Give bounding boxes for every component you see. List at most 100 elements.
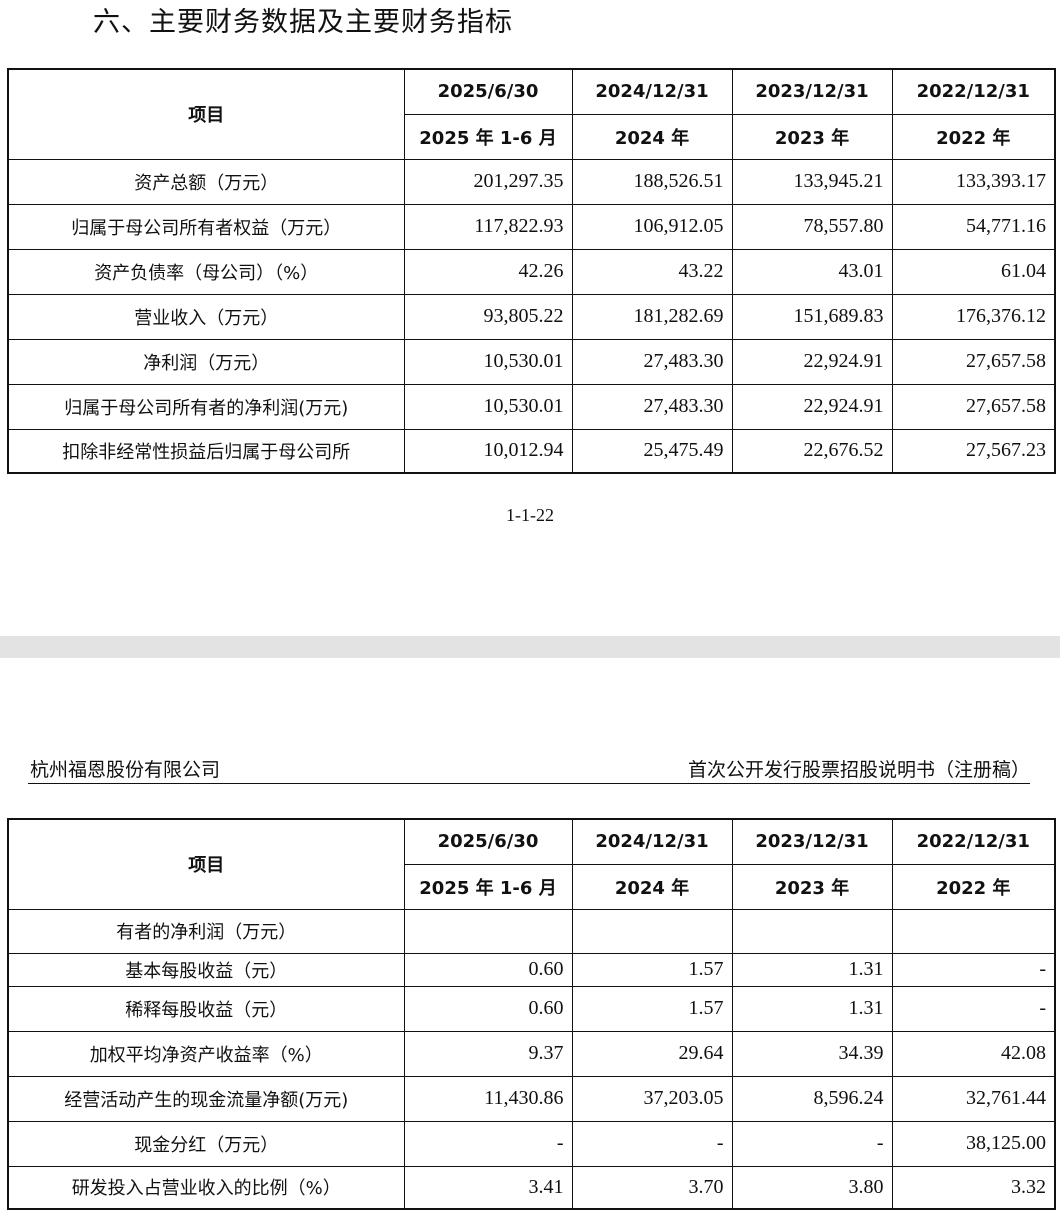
value-cell: 61.04 (891, 248, 1056, 295)
table-row: 资产负债率（母公司）（%） 42.26 43.22 43.01 61.04 (7, 248, 1056, 295)
value-cell: 37,203.05 (571, 1075, 733, 1122)
table-row: 营业收入（万元） 93,805.22 181,282.69 151,689.83 176… (7, 293, 1056, 340)
page-number: 1-1-22 (506, 505, 554, 525)
row-label: 稀释每股收益（元） (7, 985, 405, 1032)
value-cell: 10,530.01 (403, 383, 573, 430)
value-cell: 10,530.01 (403, 338, 573, 385)
table-row: 净利润（万元） 10,530.01 27,483.30 22,924.91 27,657… (7, 338, 1056, 385)
financial-table-part1: 项目 2025/6/30 2024/12/31 2023/12/31 2022/12/3… (7, 68, 1056, 474)
value-cell: 27,657.58 (891, 338, 1056, 385)
date-header: 2025/6/30 (403, 68, 573, 115)
row-label: 有者的净利润（万元） (7, 908, 405, 954)
value-cell: 43.22 (571, 248, 733, 295)
value-cell: 42.26 (403, 248, 573, 295)
row-label: 研发投入占营业收入的比例（%） (7, 1165, 405, 1210)
row-label: 净利润（万元） (7, 338, 405, 385)
value-cell: 78,557.80 (731, 203, 893, 250)
row-label: 加权平均净资产收益率（%） (7, 1030, 405, 1077)
value-cell: 8,596.24 (731, 1075, 893, 1122)
value-cell: - (571, 1120, 733, 1167)
value-cell: 133,945.21 (731, 158, 893, 205)
company-name: 杭州福恩股份有限公司 (30, 759, 221, 781)
value-cell: 27,483.30 (571, 338, 733, 385)
value-cell: 22,924.91 (731, 383, 893, 430)
header-row-periods: 2025 年 1-6 月 2024 年 2023 年 2022 年 (8, 863, 1056, 910)
value-cell: 151,689.83 (731, 293, 893, 340)
value-cell: 34.39 (731, 1030, 893, 1077)
value-cell: 1.57 (571, 952, 733, 987)
financial-table-part2: 项目 2025/6/30 2024/12/31 2023/12/31 2022/12/3… (7, 818, 1056, 1210)
value-cell: 25,475.49 (571, 428, 733, 474)
period-header: 2022 年 (891, 113, 1056, 160)
table-row: 扣除非经常性损益后归属于母公司所 10,012.94 25,475.49 22,676… (7, 428, 1056, 474)
table-row: 研发投入占营业收入的比例（%） 3.41 3.70 3.80 3.32 (7, 1165, 1056, 1210)
item-header: 项目 (7, 68, 405, 160)
document-title: 首次公开发行股票招股说明书（注册稿） (687, 759, 1030, 781)
value-cell: 29.64 (571, 1030, 733, 1077)
period-header: 2025 年 1-6 月 (403, 113, 573, 160)
value-cell: 22,676.52 (731, 428, 893, 474)
row-label: 基本每股收益（元） (7, 952, 405, 987)
table-row: 基本每股收益（元） 0.60 1.57 1.31- (7, 952, 1056, 987)
value-cell: 10,012.94 (403, 428, 573, 474)
running-header: 杭州福恩股份有限公司 首次公开发行股票招股说明书（注册稿） (28, 755, 1030, 784)
section-title: 六、主要财务数据及主要财务指标 (93, 7, 513, 38)
value-cell: - (731, 1120, 893, 1167)
header-row-dates: 项目 2025/6/30 2024/12/31 2023/12/31 2022/12/3… (7, 818, 1056, 910)
date-header: 2024/12/31 (571, 818, 733, 865)
date-header: 2023/12/31 (731, 818, 893, 865)
value-cell: 3.41 (403, 1165, 573, 1210)
table-row: 稀释每股收益（元） 0.60 1.57 1.31- (7, 985, 1056, 1032)
value-cell: 117,822.93 (403, 203, 573, 250)
header-row-dates: 项目 2025/6/30 2024/12/31 2023/12/31 2022/12/3… (7, 68, 1056, 160)
value-cell: 176,376.12 (891, 293, 1056, 340)
table-row: 现金分红（万元） - - -38,125.00 (7, 1120, 1056, 1167)
value-cell: 27,657.58 (891, 383, 1056, 430)
value-cell: 27,483.30 (571, 383, 733, 430)
value-cell: 201,297.35 (403, 158, 573, 205)
value-cell: 93,805.22 (403, 293, 573, 340)
value-cell: 43.01 (731, 248, 893, 295)
table-row: 归属于母公司所有者权益（万元） 117,822.93 106,912.05 78,55… (7, 203, 1056, 250)
value-cell: 22,924.91 (731, 338, 893, 385)
value-cell: 106,912.05 (571, 203, 733, 250)
value-cell: 38,125.00 (891, 1120, 1056, 1167)
date-header: 2024/12/31 (571, 68, 733, 115)
value-cell: 3.70 (571, 1165, 733, 1210)
value-cell (403, 908, 573, 954)
value-cell: 133,393.17 (891, 158, 1056, 205)
period-header: 2025 年 1-6 月 (403, 863, 573, 910)
value-cell: 11,430.86 (403, 1075, 573, 1122)
value-cell: - (403, 1120, 573, 1167)
value-cell: 0.60 (403, 952, 573, 987)
period-header: 2022 年 (891, 863, 1056, 910)
value-cell: 42.08 (891, 1030, 1056, 1077)
value-cell: 1.57 (571, 985, 733, 1032)
value-cell: 181,282.69 (571, 293, 733, 340)
value-cell: 188,526.51 (571, 158, 733, 205)
value-cell: 27,567.23 (891, 428, 1056, 474)
value-cell (731, 908, 893, 954)
table-row: 归属于母公司所有者的净利润(万元) 10,530.01 27,483.30 22,92… (7, 383, 1056, 430)
row-label: 营业收入（万元） (7, 293, 405, 340)
page-separator (0, 636, 1060, 658)
value-cell: 32,761.44 (891, 1075, 1056, 1122)
period-header: 2024 年 (571, 113, 733, 160)
date-header: 2022/12/31 (891, 68, 1056, 115)
value-cell (891, 908, 1056, 954)
table-row: 资产总额（万元） 201,297.35 188,526.51 133,945.21 13… (7, 158, 1056, 205)
table-row: 有者的净利润（万元） (7, 908, 1056, 954)
period-header: 2024 年 (571, 863, 733, 910)
value-cell: - (891, 952, 1056, 987)
value-cell: 54,771.16 (891, 203, 1056, 250)
row-label: 扣除非经常性损益后归属于母公司所 (7, 428, 405, 474)
period-header: 2023 年 (731, 863, 893, 910)
value-cell: 0.60 (403, 985, 573, 1032)
header-row-periods: 2025 年 1-6 月 2024 年 2023 年 2022 年 (8, 113, 1056, 160)
value-cell: 3.80 (731, 1165, 893, 1210)
item-header: 项目 (7, 818, 405, 910)
value-cell: - (891, 985, 1056, 1032)
table-row: 加权平均净资产收益率（%） 9.37 29.64 34.39 42.08 (7, 1030, 1056, 1077)
row-label: 经营活动产生的现金流量净额(万元) (7, 1075, 405, 1122)
row-label: 资产负债率（母公司）（%） (7, 248, 405, 295)
